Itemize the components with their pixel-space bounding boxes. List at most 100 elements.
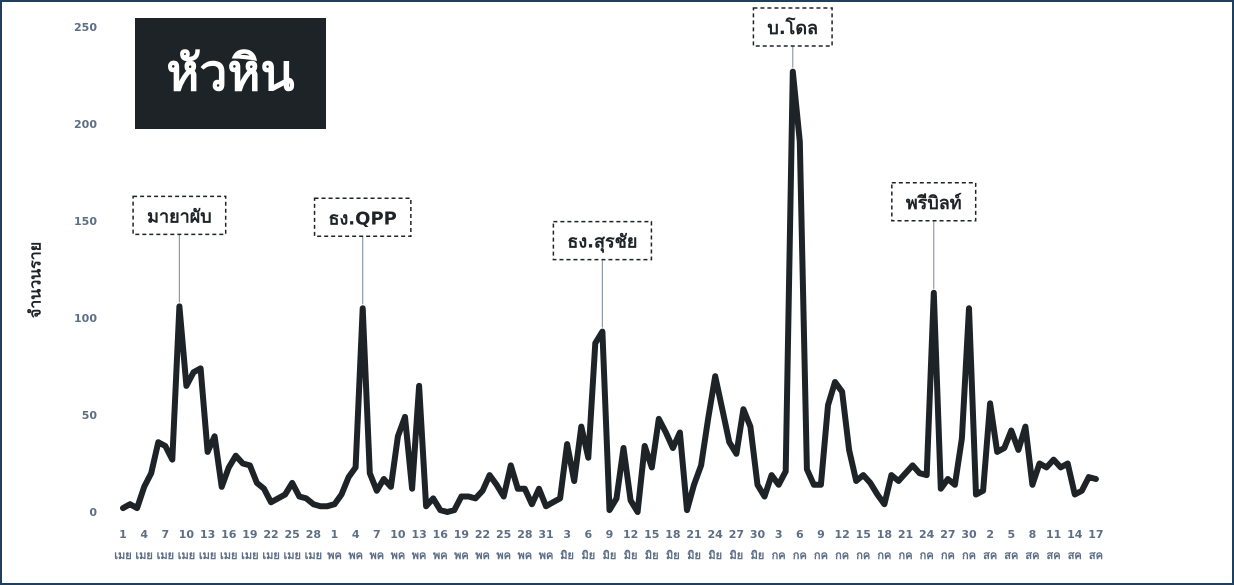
x-tick-day: 28: [517, 528, 532, 541]
y-tick-label: 250: [74, 21, 97, 34]
x-tick-day: 7: [373, 528, 381, 541]
x-tick-month: เมย: [220, 549, 237, 562]
x-tick-day: 13: [411, 528, 426, 541]
x-tick-month: พค: [539, 549, 554, 562]
x-tick-month: พค: [518, 549, 533, 562]
x-tick-month: มิย: [624, 549, 638, 562]
x-tick-day: 10: [390, 528, 406, 541]
x-tick-month: กค: [835, 549, 849, 562]
x-tick-month: พค: [348, 549, 363, 562]
x-tick-month: สค: [1089, 549, 1103, 562]
annotation-label: พรีบิลท์: [906, 192, 962, 214]
x-tick-day: 19: [454, 528, 469, 541]
x-tick-month: เมย: [114, 549, 131, 562]
x-tick-day: 8: [1029, 528, 1037, 541]
x-tick-day: 6: [584, 528, 592, 541]
x-tick-month: กค: [899, 549, 913, 562]
annotation-box: [552, 220, 653, 261]
x-tick-day: 9: [606, 528, 614, 541]
chart-title-box: หัวหิน: [135, 18, 326, 129]
x-tick-day: 21: [686, 528, 701, 541]
x-tick-day: 18: [877, 528, 892, 541]
x-tick-month: สค: [1004, 549, 1018, 562]
x-tick-month: กค: [920, 549, 934, 562]
x-tick-day: 22: [475, 528, 490, 541]
x-tick-day: 24: [919, 528, 935, 541]
annotation-label: มายาผับ: [147, 206, 212, 227]
x-tick-day: 1: [331, 528, 339, 541]
x-tick-day: 27: [729, 528, 744, 541]
x-tick-day: 19: [242, 528, 257, 541]
x-tick-day: 6: [796, 528, 804, 541]
x-tick-month: พค: [475, 549, 490, 562]
x-tick-day: 15: [856, 528, 871, 541]
x-tick-month: มิย: [687, 549, 701, 562]
x-tick-month: มิย: [751, 549, 765, 562]
x-tick-day: 12: [834, 528, 849, 541]
annotation-box: [132, 195, 227, 236]
annotation-box: [752, 7, 833, 47]
y-tick-label: 50: [82, 409, 98, 422]
x-tick-day: 21: [898, 528, 913, 541]
x-tick-day: 11: [1046, 528, 1061, 541]
x-tick-month: พค: [327, 549, 342, 562]
x-tick-month: สค: [1025, 549, 1039, 562]
x-tick-day: 25: [496, 528, 511, 541]
x-tick-day: 10: [179, 528, 195, 541]
x-tick-month: เมย: [283, 549, 300, 562]
x-tick-month: เมย: [199, 549, 216, 562]
x-tick-month: เมย: [178, 549, 195, 562]
annotation-label: บ.โดล: [767, 17, 818, 39]
annotation-label: ธง.สุรชัย: [567, 232, 637, 254]
annotation-label: ธง.QPP: [329, 208, 397, 229]
x-tick-day: 18: [665, 528, 680, 541]
x-tick-month: สค: [1047, 549, 1061, 562]
x-tick-month: มิย: [708, 549, 722, 562]
series-line: [120, 68, 1099, 515]
x-tick-day: 24: [708, 528, 724, 541]
x-tick-month: พค: [412, 549, 427, 562]
x-tick-day: 5: [1007, 528, 1015, 541]
x-tick-month: มิย: [603, 549, 617, 562]
x-tick-month: มิย: [560, 549, 574, 562]
x-tick-month: พค: [454, 549, 469, 562]
x-tick-month: มิย: [645, 549, 659, 562]
x-tick-month: เมย: [135, 549, 152, 562]
x-tick-month: กค: [793, 549, 807, 562]
x-tick-month: มิย: [581, 549, 595, 562]
y-tick-label: 100: [74, 312, 97, 325]
x-tick-day: 9: [817, 528, 825, 541]
x-tick-day: 3: [775, 528, 783, 541]
x-tick-month: เมย: [262, 549, 279, 562]
y-tick-label: 0: [89, 506, 97, 519]
x-tick-day: 4: [140, 528, 148, 541]
x-tick-day: 1: [119, 528, 127, 541]
x-tick-day: 28: [306, 528, 321, 541]
x-tick-month: กค: [962, 549, 976, 562]
x-tick-month: กค: [856, 549, 870, 562]
y-tick-label: 200: [74, 118, 97, 131]
x-tick-day: 4: [352, 528, 360, 541]
x-tick-day: 16: [433, 528, 449, 541]
x-tick-month: กค: [814, 549, 828, 562]
x-tick-day: 12: [623, 528, 638, 541]
x-tick-month: พค: [496, 549, 511, 562]
x-tick-month: กค: [772, 549, 786, 562]
annotation-box: [313, 197, 412, 238]
x-tick-month: มิย: [666, 549, 680, 562]
x-tick-day: 31: [538, 528, 553, 541]
x-tick-month: สค: [983, 549, 997, 562]
x-tick-month: มิย: [729, 549, 743, 562]
x-tick-day: 30: [750, 528, 766, 541]
x-tick-month: พค: [391, 549, 406, 562]
x-tick-day: 14: [1067, 528, 1083, 541]
chart-title: หัวหิน: [166, 44, 295, 102]
x-tick-day: 7: [161, 528, 169, 541]
x-tick-day: 2: [986, 528, 994, 541]
x-tick-day: 17: [1088, 528, 1103, 541]
x-tick-month: เมย: [241, 549, 258, 562]
x-tick-day: 25: [285, 528, 300, 541]
x-tick-month: เมย: [157, 549, 174, 562]
x-tick-day: 27: [940, 528, 955, 541]
